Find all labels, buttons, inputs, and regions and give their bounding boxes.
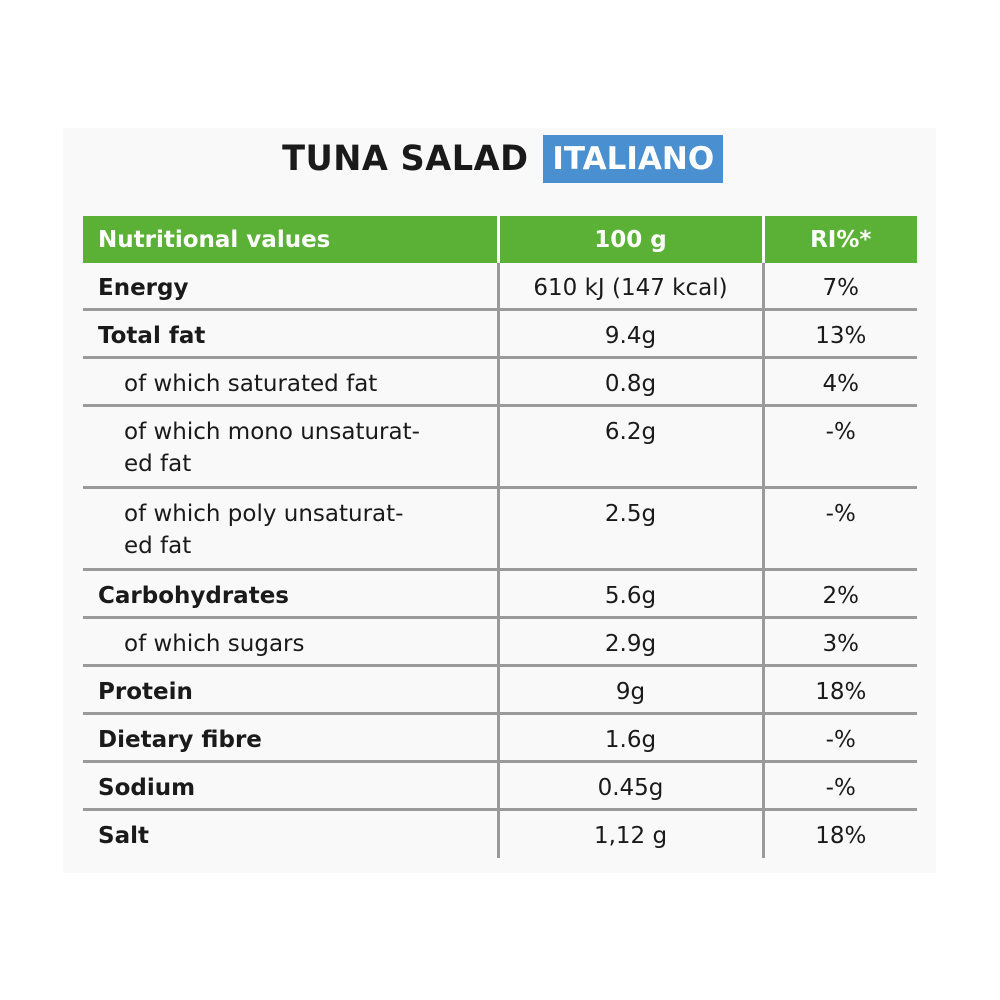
row-name-line1: of which mono unsaturat- bbox=[124, 419, 420, 445]
row-per100: 610 kJ (147 kcal) bbox=[496, 263, 763, 311]
row-per100: 1.6g bbox=[496, 713, 763, 763]
row-name-line2: ed fat bbox=[124, 533, 192, 559]
row-name-line2: ed fat bbox=[124, 451, 192, 477]
title-main: TUNA SALAD bbox=[281, 139, 529, 179]
table-row: of which saturated fat 0.8g 4% bbox=[83, 357, 917, 407]
row-name: Total fat bbox=[83, 309, 498, 359]
row-per100: 6.2g bbox=[496, 405, 763, 489]
header-ri-percent: RI%* bbox=[761, 216, 917, 263]
row-per100: 2.9g bbox=[496, 617, 763, 667]
row-name: Salt bbox=[98, 823, 149, 849]
row-per100: 9g bbox=[496, 665, 763, 715]
table-row: Total fat 9.4g 13% bbox=[83, 309, 917, 359]
row-per100: 2.5g bbox=[496, 487, 763, 571]
row-ri: 18% bbox=[761, 809, 917, 858]
row-ri: -% bbox=[761, 487, 917, 571]
table-row: Carbohydrates 5.6g 2% bbox=[83, 569, 917, 619]
row-name: Sodium bbox=[83, 761, 498, 811]
header-per-100g: 100 g bbox=[496, 216, 763, 263]
row-ri: -% bbox=[761, 713, 917, 763]
table-row: Salt 1,12 g 18% bbox=[83, 809, 917, 858]
table-row: of which mono unsaturat-ed fat 6.2g -% bbox=[83, 405, 917, 489]
table-row: of which sugars 2.9g 3% bbox=[83, 617, 917, 667]
row-ri: 4% bbox=[761, 357, 917, 407]
row-ri: 7% bbox=[761, 263, 917, 311]
row-name: Protein bbox=[83, 665, 498, 715]
row-per100: 5.6g bbox=[496, 569, 763, 619]
table-row: Protein 9g 18% bbox=[83, 665, 917, 715]
table-row: Sodium 0.45g -% bbox=[83, 761, 917, 811]
row-name: of which saturated fat bbox=[83, 357, 498, 407]
table-row: Dietary fibre 1.6g -% bbox=[83, 713, 917, 763]
row-per100: 0.8g bbox=[496, 357, 763, 407]
row-name: Carbohydrates bbox=[83, 569, 498, 619]
nutrition-table: Nutritional values 100 g RI%* Energy 610… bbox=[83, 216, 917, 858]
table-row: Energy 610 kJ (147 kcal) 7% bbox=[83, 263, 917, 311]
row-name: of which poly unsaturat-ed fat bbox=[83, 487, 498, 571]
product-title: TUNA SALAD ITALIANO bbox=[0, 135, 1000, 183]
row-name: Energy bbox=[83, 263, 498, 311]
row-ri: -% bbox=[761, 405, 917, 489]
row-name-line1: of which poly unsaturat- bbox=[124, 501, 404, 527]
row-ri: 2% bbox=[761, 569, 917, 619]
row-name: of which sugars bbox=[83, 617, 498, 667]
row-ri: 3% bbox=[761, 617, 917, 667]
table-header-row: Nutritional values 100 g RI%* bbox=[83, 216, 917, 263]
row-name: Dietary fibre bbox=[83, 713, 498, 763]
header-nutritional-values: Nutritional values bbox=[83, 216, 498, 263]
row-per100: 9.4g bbox=[496, 309, 763, 359]
row-name: of which mono unsaturat-ed fat bbox=[83, 405, 498, 489]
title-badge: ITALIANO bbox=[543, 135, 724, 183]
row-per100: 1,12 g bbox=[496, 809, 763, 858]
table-row: of which poly unsaturat-ed fat 2.5g -% bbox=[83, 487, 917, 571]
row-ri: 18% bbox=[761, 665, 917, 715]
row-ri: 13% bbox=[761, 309, 917, 359]
row-ri: -% bbox=[761, 761, 917, 811]
row-per100: 0.45g bbox=[496, 761, 763, 811]
